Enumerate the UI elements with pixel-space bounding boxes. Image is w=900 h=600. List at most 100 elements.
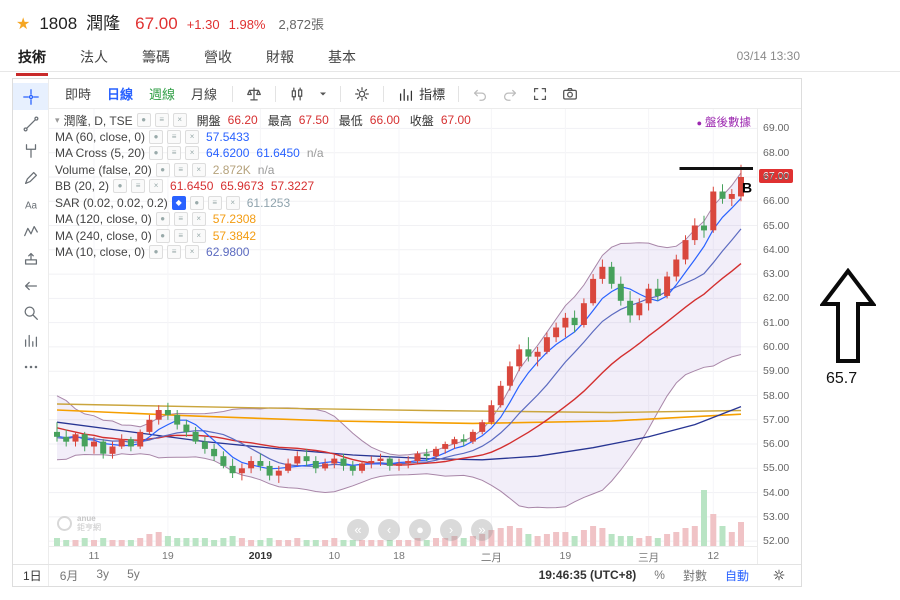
eye-icon[interactable]: ● [155, 228, 170, 243]
eye-icon[interactable]: ● [136, 113, 151, 128]
compare-icon[interactable] [240, 85, 268, 103]
price-axis[interactable]: 67.00 69.00 68.00 67.00 66.00 65.00 64.00 63.0… [757, 109, 801, 564]
legend-row: MA (240, close, 0) ● ≡ × 57.3842 [55, 228, 471, 245]
eye-icon[interactable]: ● [155, 212, 170, 227]
settings-icon[interactable]: ≡ [167, 129, 182, 144]
settings-icon[interactable]: ≡ [173, 228, 188, 243]
brush-tool[interactable] [13, 164, 48, 191]
legend-row: SAR (0.02, 0.02, 0.2) ◆ ● ≡ × 61.1253 [55, 195, 471, 212]
close-icon[interactable]: × [225, 195, 240, 210]
eye-icon[interactable]: ● [149, 129, 164, 144]
pattern-tool[interactable] [13, 218, 48, 245]
price-tick: 61.00 [763, 316, 790, 329]
eye-icon[interactable]: ● [149, 245, 164, 260]
position-tool[interactable] [13, 245, 48, 272]
percent-scale-button[interactable]: % [654, 568, 665, 582]
clock[interactable]: 19:46:35 (UTC+8) [538, 568, 637, 582]
candle-style-icon[interactable] [283, 85, 311, 103]
close-icon[interactable]: × [185, 245, 200, 260]
arrow-left-tool[interactable] [13, 272, 48, 299]
camera-icon[interactable] [556, 85, 584, 103]
indicator-value: 61.1253 [246, 195, 291, 210]
gear-icon[interactable] [767, 568, 791, 582]
timeframe-月線[interactable]: 月線 [191, 87, 218, 102]
fullscreen-icon[interactable] [526, 85, 554, 103]
pager-button[interactable]: » [471, 519, 493, 541]
indicator-value: 57.3227 [270, 179, 315, 194]
indicator-label[interactable]: MA Cross (5, 20) [55, 146, 146, 161]
log-scale-button[interactable]: 對數 [682, 568, 707, 583]
volume-lots: 2,872張 [278, 17, 325, 32]
close-icon[interactable]: × [191, 212, 206, 227]
close-icon[interactable]: × [149, 179, 164, 194]
tab-財報[interactable]: 財報 [266, 49, 294, 65]
pager-button[interactable]: ‹ [378, 519, 400, 541]
time-tick: 11 [88, 550, 100, 562]
close-icon[interactable]: × [191, 228, 206, 243]
tab-營收[interactable]: 營收 [204, 49, 232, 65]
gear-icon[interactable] [348, 85, 376, 103]
close-icon[interactable]: × [172, 113, 187, 128]
tab-技術[interactable]: 技術 [16, 44, 48, 76]
eye-icon[interactable]: ● [113, 179, 128, 194]
time-tick: 三月 [638, 552, 660, 564]
undo-icon[interactable] [466, 85, 494, 103]
trendline-icon [22, 115, 40, 133]
close-icon[interactable]: × [191, 162, 206, 177]
settings-icon[interactable]: ≡ [207, 195, 222, 210]
auto-scale-button[interactable]: 自動 [724, 568, 749, 583]
indicator-label[interactable]: BB (20, 2) [55, 179, 110, 194]
settings-icon[interactable]: ≡ [167, 245, 182, 260]
indicator-label[interactable]: MA (60, close, 0) [55, 129, 146, 144]
time-tick: 12 [707, 550, 720, 562]
range-1日[interactable]: 1日 [23, 568, 42, 583]
time-tick: 二月 [480, 552, 502, 564]
timeframe-週線[interactable]: 週線 [149, 87, 176, 102]
close-icon[interactable]: × [185, 129, 200, 144]
price-chart[interactable]: B ▾ 潤隆, D, TSE ● ≡ × 開盤 66.20 最高 67.50 最低 66.00 收盤… [49, 109, 757, 546]
caret-down-icon[interactable] [313, 89, 333, 99]
tab-籌碼[interactable]: 籌碼 [142, 49, 170, 65]
eye-icon[interactable]: ● [149, 146, 164, 161]
indicator-label[interactable]: SAR (0.02, 0.02, 0.2) [55, 195, 168, 210]
settings-icon[interactable]: ≡ [167, 146, 182, 161]
ellipsis-tool[interactable] [13, 353, 48, 380]
bars-tool[interactable] [13, 326, 48, 353]
indicator-label[interactable]: MA (240, close, 0) [55, 228, 152, 243]
bars-icon [397, 85, 415, 103]
watchlist-star-icon[interactable]: ★ [16, 16, 31, 33]
pitchfork-tool[interactable] [13, 137, 48, 164]
redo-icon[interactable] [496, 85, 524, 103]
eye-icon[interactable]: ● [189, 195, 204, 210]
settings-icon[interactable]: ≡ [131, 179, 146, 194]
pager-button[interactable]: › [440, 519, 462, 541]
price-tick: 54.00 [763, 486, 790, 499]
indicator-label[interactable]: Volume (false, 20) [55, 162, 152, 177]
sar-flag-icon[interactable]: ◆ [171, 195, 186, 210]
zoom-tool[interactable] [13, 299, 48, 326]
close-icon[interactable]: × [185, 146, 200, 161]
tab-基本[interactable]: 基本 [328, 49, 356, 65]
eye-icon[interactable]: ● [155, 162, 170, 177]
settings-icon[interactable]: ≡ [173, 212, 188, 227]
timeframe-即時[interactable]: 即時 [65, 87, 92, 102]
indicator-label[interactable]: MA (120, close, 0) [55, 212, 152, 227]
settings-icon[interactable]: ≡ [173, 162, 188, 177]
price-tick: 67.00 [763, 171, 790, 183]
range-5y[interactable]: 5y [127, 566, 140, 581]
settings-icon[interactable]: ≡ [154, 113, 169, 128]
ohlc-value: 66.20 [227, 113, 258, 128]
indicators-button[interactable]: 指標 [391, 84, 451, 103]
pager-button[interactable]: ● [409, 519, 431, 541]
pager-button[interactable]: « [347, 519, 369, 541]
text-tool[interactable]: Aa [13, 191, 48, 218]
tab-法人[interactable]: 法人 [80, 49, 108, 65]
crosshair-tool[interactable] [13, 83, 48, 110]
time-axis[interactable]: 11 19 2019 10 18 二月 19 三月 12 [49, 546, 757, 565]
indicator-label[interactable]: MA (10, close, 0) [55, 245, 146, 260]
collapse-caret-icon[interactable]: ▾ [55, 114, 60, 125]
range-3y[interactable]: 3y [96, 566, 110, 581]
trendline-tool[interactable] [13, 110, 48, 137]
range-6月[interactable]: 6月 [59, 568, 79, 583]
timeframe-日線[interactable]: 日線 [107, 87, 134, 102]
